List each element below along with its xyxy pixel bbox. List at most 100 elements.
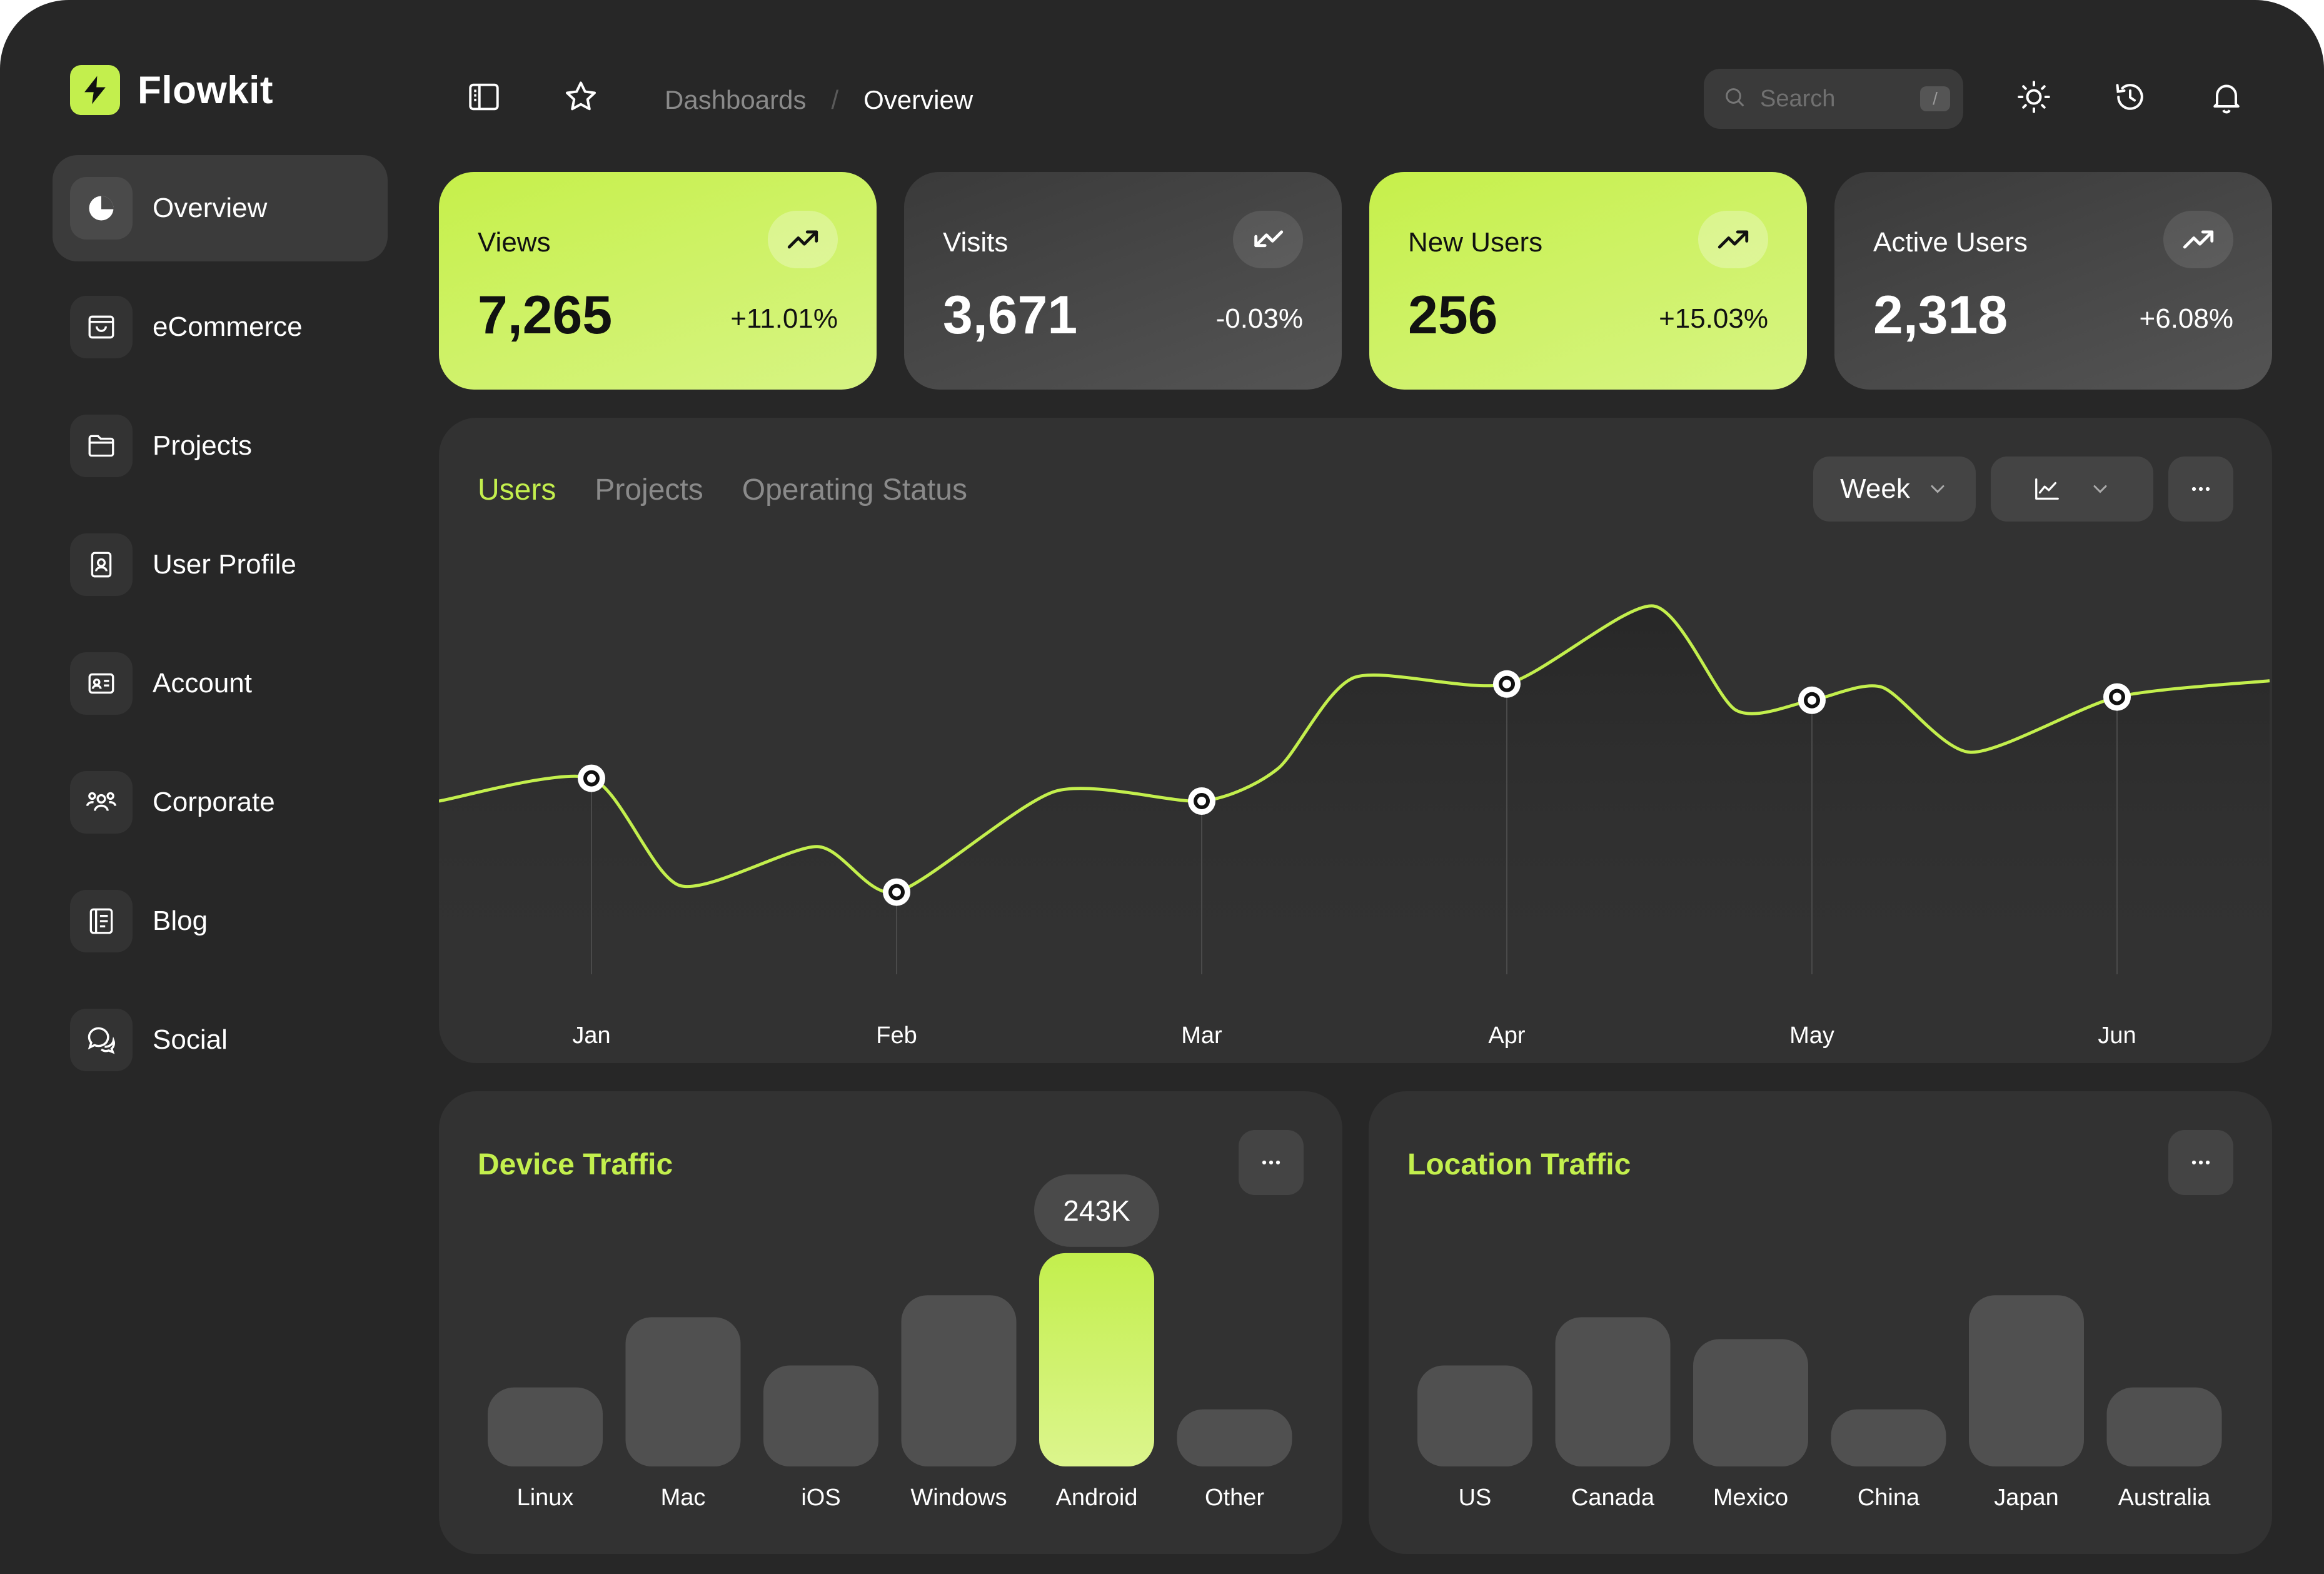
tab-operating-status[interactable]: Operating Status <box>742 473 967 507</box>
bar-canada[interactable] <box>1555 1317 1671 1466</box>
stat-title: Views <box>478 227 551 258</box>
tab-projects[interactable]: Projects <box>595 473 703 507</box>
chart-tabs: Users Projects Operating Status <box>478 473 1006 507</box>
chat-bubbles-icon <box>70 1009 133 1071</box>
stat-title: Visits <box>943 227 1009 258</box>
location-more-button[interactable] <box>2168 1130 2233 1195</box>
notebook-icon <box>70 890 133 952</box>
chart-controls: Week <box>1798 457 2233 522</box>
tab-users[interactable]: Users <box>478 473 556 507</box>
sidebar-toggle-icon[interactable] <box>462 75 506 119</box>
sidebar-item-overview[interactable]: Overview <box>53 155 388 261</box>
star-icon[interactable] <box>559 75 603 119</box>
device-more-button[interactable] <box>1239 1130 1304 1195</box>
bar-windows[interactable] <box>901 1295 1017 1466</box>
chart-more-button[interactable] <box>2168 457 2233 522</box>
period-select[interactable]: Week <box>1813 457 1976 522</box>
sidebar-item-social[interactable]: Social <box>53 987 388 1093</box>
sidebar-item-ecommerce[interactable]: eCommerce <box>53 274 388 380</box>
stat-card-views[interactable]: Views 7,265 +11.01% <box>439 172 877 390</box>
trending-down-icon <box>1233 211 1303 268</box>
users-series-line <box>439 604 2270 895</box>
search-shortcut-key: / <box>1920 86 1950 111</box>
x-tick-label: Apr <box>1488 1022 1525 1049</box>
trending-up-icon <box>2163 211 2233 268</box>
bar-mexico[interactable] <box>1693 1339 1808 1466</box>
bar-linux[interactable] <box>488 1387 603 1466</box>
bar-other[interactable] <box>1177 1409 1292 1466</box>
sidebar-item-label: eCommerce <box>153 311 303 342</box>
stat-value: 2,318 <box>1873 285 2008 345</box>
stat-title: Active Users <box>1873 227 2028 258</box>
search-box[interactable]: / <box>1704 69 1963 129</box>
shopping-bag-icon <box>70 296 133 358</box>
stat-value: 7,265 <box>478 285 613 345</box>
chevron-down-icon <box>2089 478 2111 500</box>
folder-icon <box>70 415 133 477</box>
bar-us[interactable] <box>1417 1365 1532 1466</box>
stat-card-visits[interactable]: Visits 3,671 -0.03% <box>904 172 1342 390</box>
bar-tooltip-value: 243K <box>1063 1194 1130 1227</box>
line-chart-icon <box>2033 475 2061 503</box>
stat-card-new-users[interactable]: New Users 256 +15.03% <box>1369 172 1807 390</box>
device-traffic-chart: Linux Mac iOS Windows Android 243K Other <box>488 1174 1292 1511</box>
breadcrumb-dashboards[interactable]: Dashboards <box>665 85 807 114</box>
stat-card-active-users[interactable]: Active Users 2,318 +6.08% <box>1834 172 2272 390</box>
more-horizontal-icon <box>2187 475 2215 503</box>
bar-mac[interactable] <box>625 1317 741 1466</box>
trending-up-icon <box>768 211 838 268</box>
sidebar-item-projects[interactable]: Projects <box>53 393 388 499</box>
bar-label: Windows <box>910 1485 1007 1511</box>
data-point-core <box>1502 679 1511 689</box>
device-traffic-panel: Linux Mac iOS Windows Android 243K Other Devic… <box>439 1091 1342 1554</box>
location-traffic-panel: US Canada Mexico China Japan Australia Locati… <box>1369 1091 2272 1554</box>
history-icon[interactable] <box>2108 75 2152 119</box>
data-point-core <box>2113 692 2121 702</box>
stat-title: New Users <box>1408 227 1543 258</box>
data-point-core <box>892 887 901 897</box>
search-icon <box>1723 85 1748 113</box>
sun-icon[interactable] <box>2012 75 2056 119</box>
bell-icon[interactable] <box>2205 75 2248 119</box>
sidebar-item-label: User Profile <box>153 549 296 580</box>
id-badge-icon <box>70 533 133 596</box>
bar-china[interactable] <box>1831 1409 1946 1466</box>
bar-japan[interactable] <box>1969 1295 2084 1466</box>
bar-label: Other <box>1205 1485 1264 1511</box>
sidebar-item-user-profile[interactable]: User Profile <box>53 512 388 618</box>
chart-type-select[interactable] <box>1991 457 2153 522</box>
x-tick-label: Jan <box>572 1022 610 1049</box>
bar-android[interactable] <box>1039 1253 1154 1466</box>
stat-change: +6.08% <box>2139 303 2233 334</box>
period-select-label: Week <box>1840 473 1910 504</box>
search-input[interactable] <box>1760 85 1910 113</box>
data-point-core <box>1197 797 1206 805</box>
sidebar-item-label: Social <box>153 1024 228 1055</box>
bar-australia[interactable] <box>2106 1387 2222 1466</box>
bar-ios[interactable] <box>763 1365 878 1466</box>
sidebar-item-label: Projects <box>153 430 252 461</box>
sidebar-item-corporate[interactable]: Corporate <box>53 749 388 855</box>
users-line-chart: Jan Feb Mar Apr May Jun <box>439 604 2270 1049</box>
bar-label: Mexico <box>1713 1485 1788 1511</box>
breadcrumb-overview: Overview <box>863 85 973 114</box>
bar-label: Japan <box>1994 1485 2059 1511</box>
sidebar-item-blog[interactable]: Blog <box>53 868 388 974</box>
location-traffic-chart: US Canada Mexico China Japan Australia <box>1417 1295 2222 1511</box>
bar-label: Canada <box>1571 1485 1655 1511</box>
bar-label: iOS <box>801 1485 840 1511</box>
sidebar-item-label: Overview <box>153 193 268 223</box>
x-tick-label: Mar <box>1181 1022 1222 1049</box>
stat-change: -0.03% <box>1215 303 1303 334</box>
stat-change: +15.03% <box>1659 303 1768 334</box>
bar-tooltip <box>1034 1174 1159 1247</box>
bar-label: Android <box>1056 1485 1138 1511</box>
bar-label: Mac <box>661 1485 706 1511</box>
sidebar-item-account[interactable]: Account <box>53 630 388 737</box>
breadcrumb: Dashboards / Overview <box>665 81 973 119</box>
more-horizontal-icon <box>1257 1149 1285 1176</box>
brand[interactable]: Flowkit <box>70 65 273 115</box>
data-point-core <box>587 774 596 783</box>
users-chart-panel: Jan Feb Mar Apr May Jun Users Projects Operat… <box>439 418 2272 1063</box>
